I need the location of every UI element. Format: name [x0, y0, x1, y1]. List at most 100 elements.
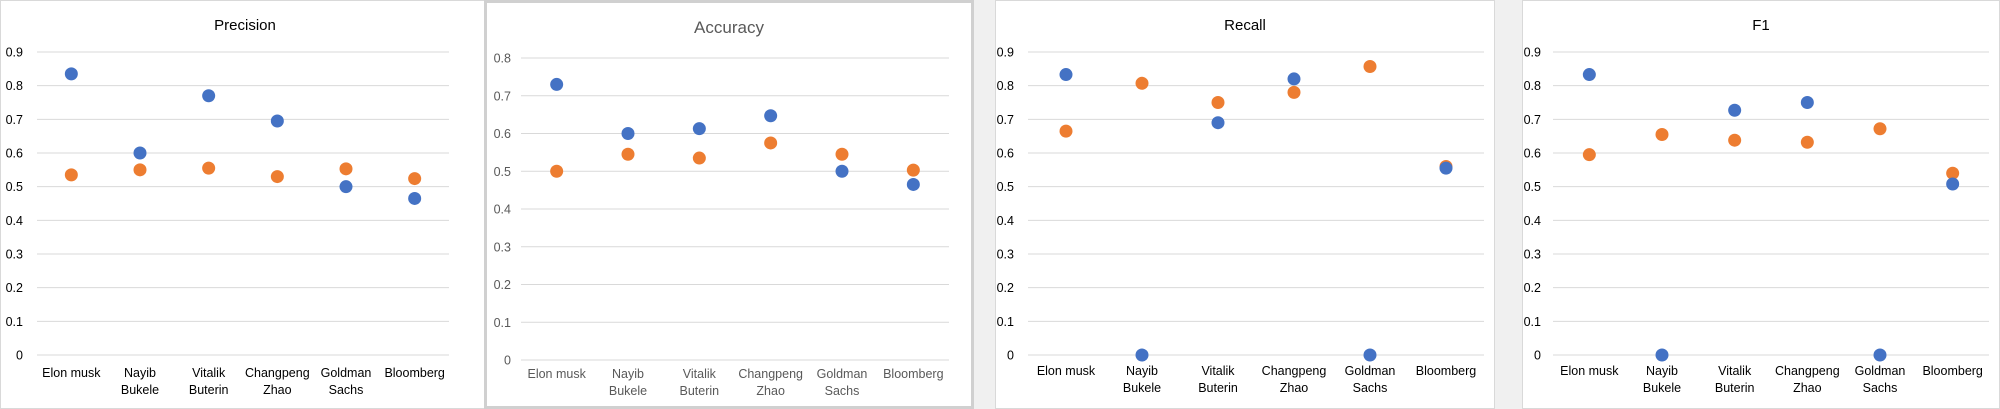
precision-category-label: Elon musk	[42, 366, 101, 380]
precision-point-blue	[202, 89, 216, 103]
f1-y-tick-label: 0.2	[1524, 281, 1541, 295]
precision-point-blue	[64, 67, 78, 81]
precision-chart-title: Precision	[214, 17, 276, 34]
f1-y-tick-label: 0.7	[1524, 113, 1541, 127]
precision-y-tick-label: 0	[16, 349, 23, 363]
f1-point-blue	[1873, 348, 1887, 362]
recall-y-tick-label: 0.1	[997, 315, 1014, 329]
recall-category-label: Changpeng Zhao	[1262, 364, 1327, 395]
accuracy-point-orange	[835, 147, 849, 161]
recall-y-tick-label: 0.4	[997, 214, 1014, 228]
precision-point-blue	[408, 191, 422, 205]
f1-point-blue	[1655, 348, 1669, 362]
precision-point-orange	[270, 170, 284, 184]
recall-y-tick-label: 0.3	[997, 248, 1014, 262]
f1-point-orange	[1946, 166, 1960, 180]
f1-category-label: Vitalik Buterin	[1715, 364, 1755, 395]
f1-y-tick-label: 0.3	[1524, 248, 1541, 262]
recall-category-label: Bloomberg	[1416, 364, 1476, 378]
precision-point-orange	[408, 172, 422, 186]
recall-y-tick-label: 0.7	[997, 113, 1014, 127]
recall-y-tick-label: 0	[1007, 349, 1014, 363]
precision-category-label: Changpeng Zhao	[245, 366, 310, 397]
accuracy-category-label: Changpeng Zhao	[738, 367, 803, 398]
accuracy-point-orange	[692, 151, 706, 165]
accuracy-point-orange	[906, 163, 920, 177]
precision-point-blue	[270, 114, 284, 128]
accuracy-y-tick-label: 0	[504, 354, 511, 368]
precision-chart-panel: Precision 0 0.1 0.2 0.3 0.4 0.5 0.6 0.7 0.8 0.9 Elo…	[0, 0, 490, 409]
accuracy-point-blue	[835, 164, 849, 178]
f1-category-label: Goldman Sachs	[1855, 364, 1906, 395]
accuracy-y-tick-label: 0.1	[494, 316, 511, 330]
precision-chart: Precision 0 0.1 0.2 0.3 0.4 0.5 0.6 0.7 0.8 0.9 Elo…	[6, 17, 449, 397]
accuracy-y-tick-label: 0.3	[494, 240, 511, 254]
recall-point-blue	[1211, 116, 1225, 130]
precision-y-tick-label: 0.8	[6, 79, 23, 93]
recall-point-blue	[1363, 348, 1377, 362]
f1-chart-title: F1	[1752, 17, 1770, 34]
f1-point-orange	[1582, 148, 1596, 162]
recall-y-tick-label: 0.9	[997, 46, 1014, 60]
recall-point-orange	[1059, 124, 1073, 138]
recall-point-orange	[1211, 96, 1225, 109]
precision-category-label: Nayib Bukele	[121, 366, 159, 397]
recall-y-tick-label: 0.6	[997, 147, 1014, 161]
recall-point-blue	[1059, 68, 1073, 82]
accuracy-chart: Accuracy 0 0.1 0.2 0.3 0.4 0.5 0.6 0.7 0.8 Elon mu…	[494, 18, 949, 398]
precision-y-tick-label: 0.4	[6, 214, 23, 228]
accuracy-point-blue	[906, 177, 920, 191]
precision-y-tick-label: 0.7	[6, 113, 23, 127]
recall-category-label: Nayib Bukele	[1123, 364, 1161, 395]
f1-point-orange	[1728, 133, 1742, 147]
accuracy-point-orange	[550, 164, 564, 178]
accuracy-y-tick-label: 0.8	[494, 52, 511, 66]
precision-point-orange	[339, 162, 353, 176]
f1-category-label: Bloomberg	[1922, 364, 1982, 378]
precision-y-tick-label: 0.5	[6, 180, 23, 194]
recall-chart-title: Recall	[1224, 17, 1266, 34]
f1-y-tick-label: 0.9	[1524, 46, 1541, 60]
accuracy-y-tick-label: 0.4	[494, 203, 511, 217]
recall-category-label: Goldman Sachs	[1345, 364, 1396, 395]
precision-y-tick-label: 0.9	[6, 46, 23, 60]
recall-category-label: Vitalik Buterin	[1198, 364, 1238, 395]
f1-category-label: Nayib Bukele	[1643, 364, 1681, 395]
f1-chart-panel: F1 0 0.1 0.2 0.3 0.4 0.5 0.6 0.7 0.8 0.9 Elon musk N…	[1522, 0, 2000, 409]
accuracy-chart-title: Accuracy	[694, 18, 764, 37]
f1-point-blue	[1800, 96, 1814, 109]
f1-y-tick-label: 0.4	[1524, 214, 1541, 228]
precision-category-label: Bloomberg	[384, 366, 444, 380]
accuracy-category-label: Bloomberg	[883, 367, 943, 381]
accuracy-category-label: Goldman Sachs	[817, 367, 868, 398]
accuracy-point-blue	[692, 122, 706, 136]
accuracy-y-tick-label: 0.7	[494, 89, 511, 103]
f1-y-tick-label: 0	[1534, 349, 1541, 363]
accuracy-chart-panel: Accuracy 0 0.1 0.2 0.3 0.4 0.5 0.6 0.7 0.8 Elon mu…	[484, 0, 974, 409]
f1-y-tick-label: 0.1	[1524, 315, 1541, 329]
f1-category-label: Changpeng Zhao	[1775, 364, 1840, 395]
recall-point-orange	[1363, 59, 1377, 73]
recall-y-tick-label: 0.5	[997, 180, 1014, 194]
recall-chart: Recall 0 0.1 0.2 0.3 0.4 0.5 0.6 0.7 0.8 0.9 Elon m…	[997, 17, 1484, 395]
accuracy-y-tick-label: 0.5	[494, 165, 511, 179]
f1-y-tick-label: 0.5	[1524, 180, 1541, 194]
recall-point-orange	[1135, 76, 1149, 90]
accuracy-point-orange	[764, 136, 778, 150]
f1-point-blue	[1582, 68, 1596, 82]
f1-point-orange	[1800, 135, 1814, 149]
precision-point-orange	[202, 161, 216, 175]
accuracy-y-tick-label: 0.2	[494, 278, 511, 292]
accuracy-y-tick-label: 0.6	[494, 127, 511, 141]
recall-point-blue	[1287, 72, 1301, 86]
f1-point-blue	[1728, 103, 1742, 117]
f1-y-tick-label: 0.6	[1524, 147, 1541, 161]
f1-point-blue	[1946, 177, 1960, 191]
precision-y-tick-label: 0.6	[6, 147, 23, 161]
accuracy-point-blue	[764, 109, 778, 123]
recall-y-tick-label: 0.2	[997, 281, 1014, 295]
precision-category-label: Vitalik Buterin	[189, 366, 229, 397]
precision-y-tick-label: 0.1	[6, 315, 23, 329]
recall-y-tick-label: 0.8	[997, 79, 1014, 93]
